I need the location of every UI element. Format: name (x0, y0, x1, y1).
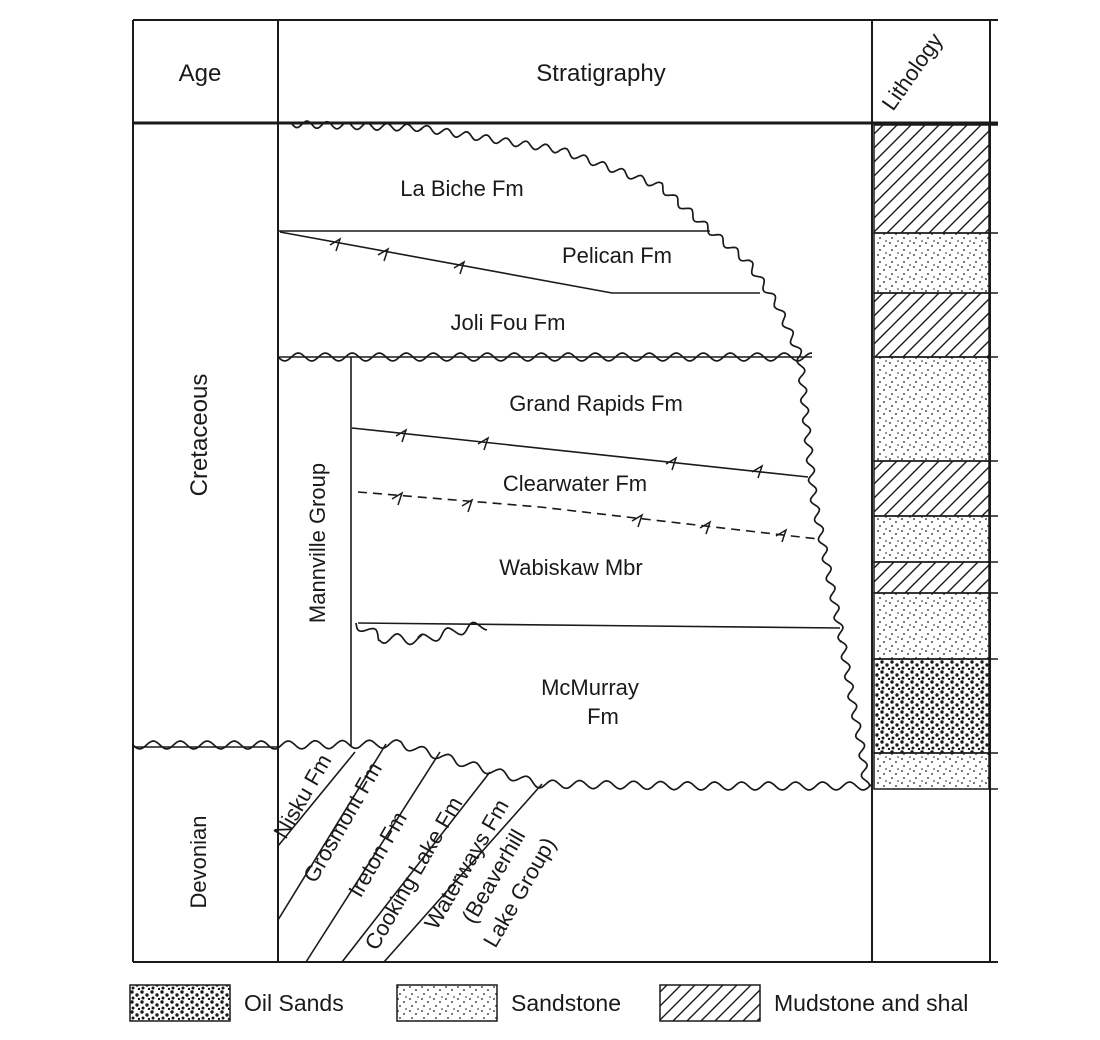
interfinger-mark (477, 436, 490, 451)
interfinger-mark (751, 464, 764, 479)
label-la-biche: La Biche Fm (400, 176, 524, 201)
interfinger-mark (377, 247, 390, 262)
devonian-boundary (383, 783, 543, 963)
label-wabiskaw: Wabiskaw Mbr (499, 555, 642, 580)
lithology-sandstone (873, 592, 990, 660)
wavy-unconformities (132, 120, 873, 791)
devonian-boundary (277, 751, 356, 847)
devonian-boundary (305, 751, 441, 963)
la-biche-unconformity (291, 120, 871, 786)
lithology-column (873, 124, 990, 790)
legend: Oil Sands Sandstone Mudstone and shal (129, 984, 968, 1022)
table-frame (132, 19, 998, 963)
legend-swatch-sandstone (396, 984, 498, 1022)
contacts (278, 230, 841, 747)
interfinger-mark (391, 491, 404, 506)
label-mannville-group: Mannville Group (305, 463, 330, 623)
wabiskaw-base-wave (355, 621, 488, 646)
age-cretaceous: Cretaceous (186, 374, 213, 497)
devonian-boundary (341, 771, 491, 963)
label-mcmurray-line2: Fm (587, 704, 619, 729)
interfinger-mark (775, 528, 788, 543)
lithology-mudstone (873, 561, 990, 594)
legend-label-mudstone: Mudstone and shal (774, 990, 968, 1016)
lithology-sandstone (873, 515, 990, 563)
interfinger-mark (665, 456, 678, 471)
grand-rapids-base-contact (351, 427, 809, 478)
age-devonian: Devonian (186, 816, 211, 909)
interfinger-mark (329, 237, 342, 252)
wabiskaw-base-contact (357, 622, 841, 629)
devonian-boundary (277, 743, 387, 921)
lithology-oil-sands (873, 658, 990, 754)
legend-label-oil-sands: Oil Sands (244, 990, 344, 1016)
interfinger-mark (631, 513, 644, 528)
cretaceous-base-unconformity (132, 739, 873, 791)
label-mcmurray-line1: McMurray (541, 675, 639, 700)
interfinger-marks (329, 237, 788, 543)
pelican-base-contact (279, 231, 760, 294)
label-joli-fou: Joli Fou Fm (451, 310, 566, 335)
lithology-mudstone (873, 460, 990, 517)
label-clearwater: Clearwater Fm (503, 471, 647, 496)
lithology-sandstone (873, 232, 990, 294)
interfinger-mark (699, 520, 712, 535)
lithology-sandstone (873, 356, 990, 462)
legend-label-sandstone: Sandstone (511, 990, 621, 1016)
devonian-boundaries (277, 743, 543, 963)
lithology-mudstone (873, 292, 990, 358)
interfinger-mark (453, 260, 466, 275)
interfinger-mark (461, 498, 474, 513)
mannville-top-unconformity-wave (277, 352, 813, 362)
label-pelican: Pelican Fm (562, 243, 672, 268)
lithology-ticks (990, 124, 998, 790)
legend-swatch-mudstone (659, 984, 761, 1022)
interfinger-mark (395, 428, 408, 443)
header-age: Age (179, 60, 222, 87)
header-stratigraphy: Stratigraphy (536, 60, 665, 87)
lithology-sandstone (873, 752, 990, 790)
header-lithology: Lithology (877, 28, 948, 114)
lithology-mudstone (873, 124, 990, 234)
legend-swatch-oil-sands (129, 984, 231, 1022)
clearwater-base-dashed (357, 491, 819, 540)
label-grand-rapids: Grand Rapids Fm (509, 391, 683, 416)
